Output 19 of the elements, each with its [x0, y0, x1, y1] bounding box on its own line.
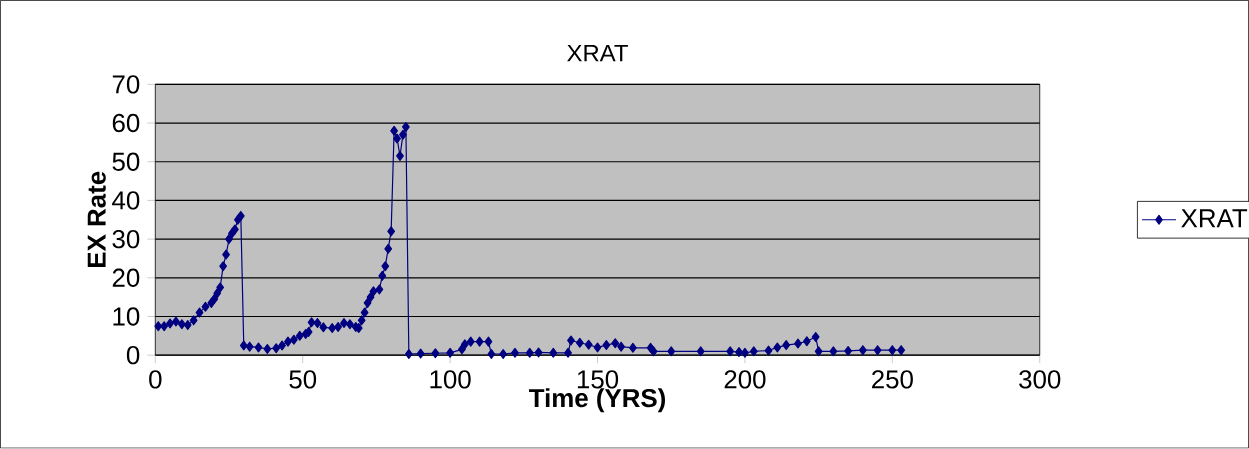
x-tick-label: 150 — [577, 370, 619, 389]
y-tick-label: 50 — [112, 152, 140, 172]
x-tick-label: 200 — [724, 370, 766, 389]
x-tick-label: 0 — [149, 370, 162, 389]
x-axis-title: Time (YRS) — [529, 388, 666, 413]
legend-label: XRAT — [1181, 209, 1248, 228]
x-tick-label: 250 — [872, 370, 913, 389]
y-tick-label: 30 — [112, 230, 140, 249]
y-tick-label: 0 — [126, 346, 140, 365]
x-tick-label: 300 — [1019, 370, 1061, 389]
y-tick-label: 70 — [112, 75, 140, 94]
y-tick-label: 60 — [112, 114, 140, 133]
x-tick-label: 50 — [289, 370, 317, 389]
x-tick-label: 100 — [430, 370, 471, 389]
y-tick-label: 20 — [112, 268, 140, 288]
y-tick-label: 10 — [113, 307, 140, 326]
y-tick-label: 40 — [112, 191, 140, 210]
chart-title: XRAT — [567, 45, 628, 62]
y-axis-title: EX Rate — [87, 172, 106, 268]
